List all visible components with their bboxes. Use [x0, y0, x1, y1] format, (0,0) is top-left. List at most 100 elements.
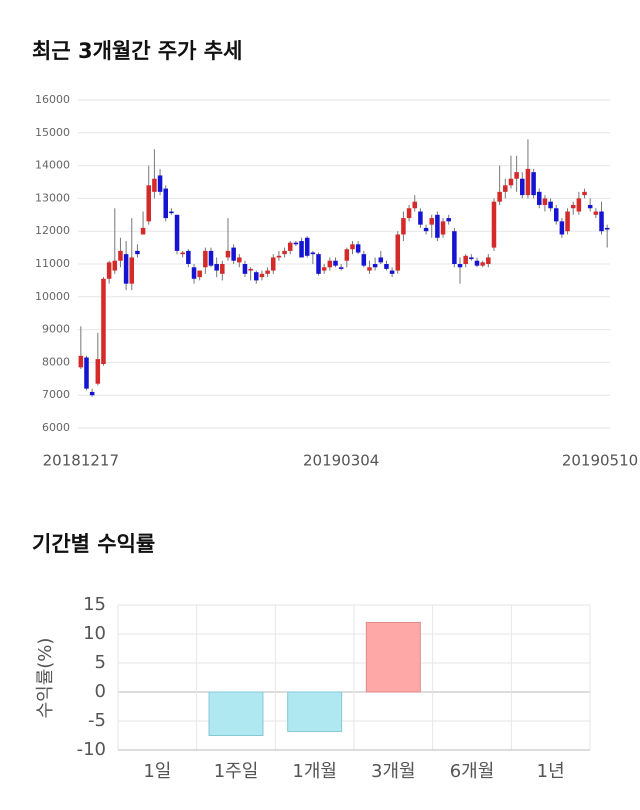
candle-body [95, 359, 101, 384]
candle-body [282, 250, 287, 255]
chart-title: 최근 3개월간 주가 추세 [32, 39, 242, 63]
candle-body [270, 257, 276, 271]
candle-body [299, 241, 304, 258]
candle-body [525, 168, 531, 196]
candle-body [316, 254, 321, 274]
candle-body [520, 178, 525, 196]
x-tick-label: 1일 [143, 761, 171, 782]
candle-body [84, 357, 89, 389]
y-tick-label: 15000 [35, 126, 70, 139]
x-tick-label: 1개월 [292, 761, 337, 782]
candle-body [248, 268, 253, 271]
candle-body [112, 260, 118, 271]
candle-body [231, 247, 236, 261]
candle-body [440, 221, 446, 235]
candle-body [214, 264, 219, 271]
candle-body [344, 249, 350, 261]
candle-body [384, 264, 389, 269]
y-tick-label: 6000 [42, 421, 70, 434]
candle-body [106, 262, 112, 279]
candle-body [186, 250, 191, 264]
candle-body [412, 201, 418, 209]
candle-body [265, 270, 270, 274]
candle-body [497, 191, 502, 202]
candle-body [191, 267, 197, 279]
y-tick-label: -5 [88, 710, 106, 731]
candle-body [401, 218, 406, 235]
candle-body [174, 214, 180, 251]
x-tick-label: 1주일 [214, 761, 259, 782]
candle-body [508, 178, 514, 186]
y-tick-label: 12000 [35, 224, 70, 237]
y-tick-label: 0 [95, 681, 106, 702]
x-tick-label: 3개월 [371, 761, 416, 782]
candle-body [423, 227, 429, 232]
candle-body [123, 254, 129, 284]
candle-body [237, 257, 242, 263]
candle-body [140, 227, 146, 235]
y-axis-label: 수익률(%) [35, 638, 56, 719]
candle-body [135, 250, 140, 255]
x-tick-label: 1년 [537, 761, 565, 782]
candle-body [367, 267, 372, 271]
candle-body [548, 201, 553, 209]
candle-body [169, 211, 174, 214]
candle-body [180, 252, 185, 255]
y-tick-label: -10 [77, 739, 106, 760]
x-tick-label: 20190304 [303, 452, 379, 470]
candle-body [378, 257, 384, 263]
candle-body [333, 260, 338, 266]
candle-body [395, 234, 401, 271]
candle-body [429, 218, 434, 225]
candle-body [208, 250, 214, 266]
candle-body [553, 208, 559, 222]
candle-body [446, 218, 451, 222]
bar [208, 691, 264, 736]
y-tick-label: 13000 [35, 191, 70, 204]
candle-body [225, 250, 231, 258]
candle-body [276, 255, 282, 258]
x-tick-label: 6개월 [450, 761, 495, 782]
candle-body [129, 257, 135, 284]
candle-body [118, 250, 123, 261]
candle-body [355, 244, 361, 253]
candle-body [152, 178, 157, 192]
candle-body [435, 214, 440, 238]
candle-body [197, 270, 202, 278]
y-tick-label: 7000 [42, 388, 70, 401]
candle-body [599, 211, 604, 232]
x-tick-label: 20190510 [562, 452, 638, 470]
candle-body [327, 260, 333, 268]
candle-body [254, 272, 259, 281]
y-tick-label: 10 [83, 623, 106, 644]
x-tick-label: 20181217 [43, 452, 119, 470]
candle-body [452, 231, 457, 264]
candle-body [146, 185, 152, 222]
candle-body [389, 270, 395, 274]
candle-body [536, 191, 542, 205]
candle-body [101, 278, 106, 365]
candle-body [565, 211, 570, 232]
candle-body [542, 198, 548, 205]
candle-body [570, 204, 576, 209]
candle-body [418, 211, 423, 225]
candle-body [157, 175, 163, 192]
candle-body [304, 237, 310, 256]
y-tick-label: 14000 [35, 159, 70, 172]
candle-body [242, 264, 248, 274]
candle-body [491, 201, 497, 248]
candle-body [350, 244, 355, 250]
candle-body [372, 264, 378, 268]
candle-body [576, 198, 582, 212]
candle-body [604, 227, 610, 230]
candle-body [338, 267, 344, 269]
candle-body [259, 273, 265, 278]
candle-body [503, 185, 508, 192]
candle-body [582, 191, 587, 196]
candle-body [293, 242, 299, 245]
candle-body [531, 172, 536, 196]
y-tick-label: 8000 [42, 355, 70, 368]
candle-body [587, 204, 593, 209]
candle-body [220, 264, 225, 274]
